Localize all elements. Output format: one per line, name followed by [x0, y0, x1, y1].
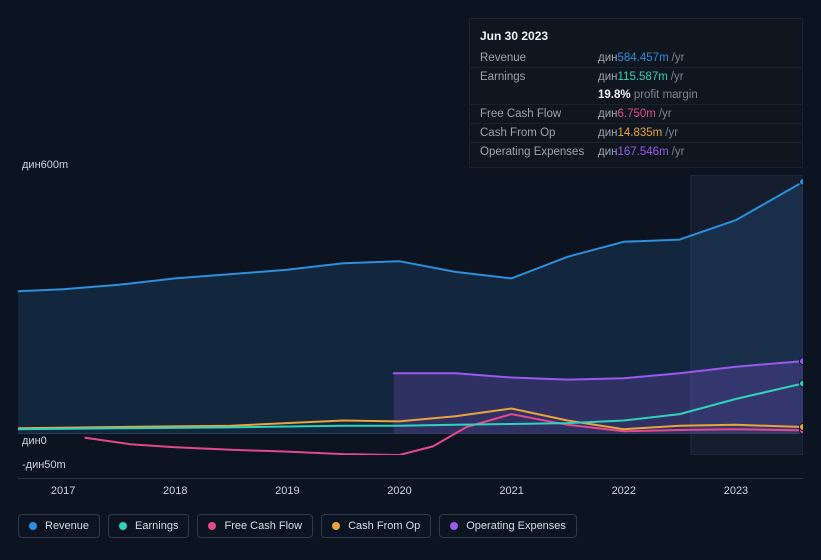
tooltip-row-fcf: Free Cash Flow дин6.750m/yr: [470, 104, 802, 123]
marker-earnings: [800, 380, 804, 387]
tooltip-row-value: дин6.750m/yr: [598, 108, 672, 120]
legend-item-earnings[interactable]: Earnings: [108, 514, 189, 538]
tooltip-row-value: дин584.457m/yr: [598, 52, 684, 64]
marker-cashop: [800, 424, 804, 431]
tooltip-row-label: Revenue: [480, 52, 598, 64]
legend: Revenue Earnings Free Cash Flow Cash From O…: [18, 514, 577, 538]
legend-dot-icon: [29, 522, 37, 530]
tooltip-date: Jun 30 2023: [470, 25, 802, 49]
y-tick-label: дин600m: [22, 159, 68, 171]
tooltip-row-revenue: Revenue дин584.457m/yr: [470, 49, 802, 67]
tooltip-row-value: дин115.587m/yr: [598, 71, 684, 83]
y-tick-label: -дин50m: [22, 459, 66, 471]
tooltip-row-earnings: Earnings дин115.587m/yr: [470, 67, 802, 86]
marker-opex: [800, 358, 804, 365]
tooltip-row-label: Earnings: [480, 71, 598, 83]
legend-dot-icon: [450, 522, 458, 530]
legend-label: Cash From Op: [348, 520, 420, 532]
chart-plot-area: дин600m дин0 -дин50m: [18, 175, 803, 455]
legend-item-opex[interactable]: Operating Expenses: [439, 514, 577, 538]
x-tick-label: 2017: [51, 485, 75, 497]
tooltip-row-opex: Operating Expenses дин167.546m/yr: [470, 142, 802, 161]
legend-label: Earnings: [135, 520, 178, 532]
x-tick-label: 2023: [724, 485, 748, 497]
legend-label: Revenue: [45, 520, 89, 532]
x-tick-label: 2022: [612, 485, 636, 497]
x-tick-label: 2018: [163, 485, 187, 497]
legend-item-cashop[interactable]: Cash From Op: [321, 514, 431, 538]
legend-dot-icon: [332, 522, 340, 530]
tooltip-row-label: Operating Expenses: [480, 146, 598, 158]
legend-label: Free Cash Flow: [224, 520, 302, 532]
x-tick-label: 2021: [499, 485, 523, 497]
legend-dot-icon: [208, 522, 216, 530]
marker-revenue: [800, 178, 804, 185]
legend-item-revenue[interactable]: Revenue: [18, 514, 100, 538]
tooltip-panel: Jun 30 2023 Revenue дин584.457m/yr Earni…: [469, 18, 803, 168]
tooltip-row-cashop: Cash From Op дин14.835m/yr: [470, 123, 802, 142]
x-tick-label: 2020: [387, 485, 411, 497]
legend-label: Operating Expenses: [466, 520, 566, 532]
x-tick-label: 2019: [275, 485, 299, 497]
tooltip-profit-margin: 19.8% profit margin: [470, 86, 802, 104]
x-axis: 2017 2018 2019 2020 2021 2022 2023: [18, 478, 803, 498]
line-chart-svg: [18, 175, 803, 455]
tooltip-row-label: Cash From Op: [480, 127, 598, 139]
tooltip-row-label: Free Cash Flow: [480, 108, 598, 120]
legend-dot-icon: [119, 522, 127, 530]
tooltip-row-value: дин167.546m/yr: [598, 146, 684, 158]
legend-item-fcf[interactable]: Free Cash Flow: [197, 514, 313, 538]
tooltip-row-value: дин14.835m/yr: [598, 127, 678, 139]
